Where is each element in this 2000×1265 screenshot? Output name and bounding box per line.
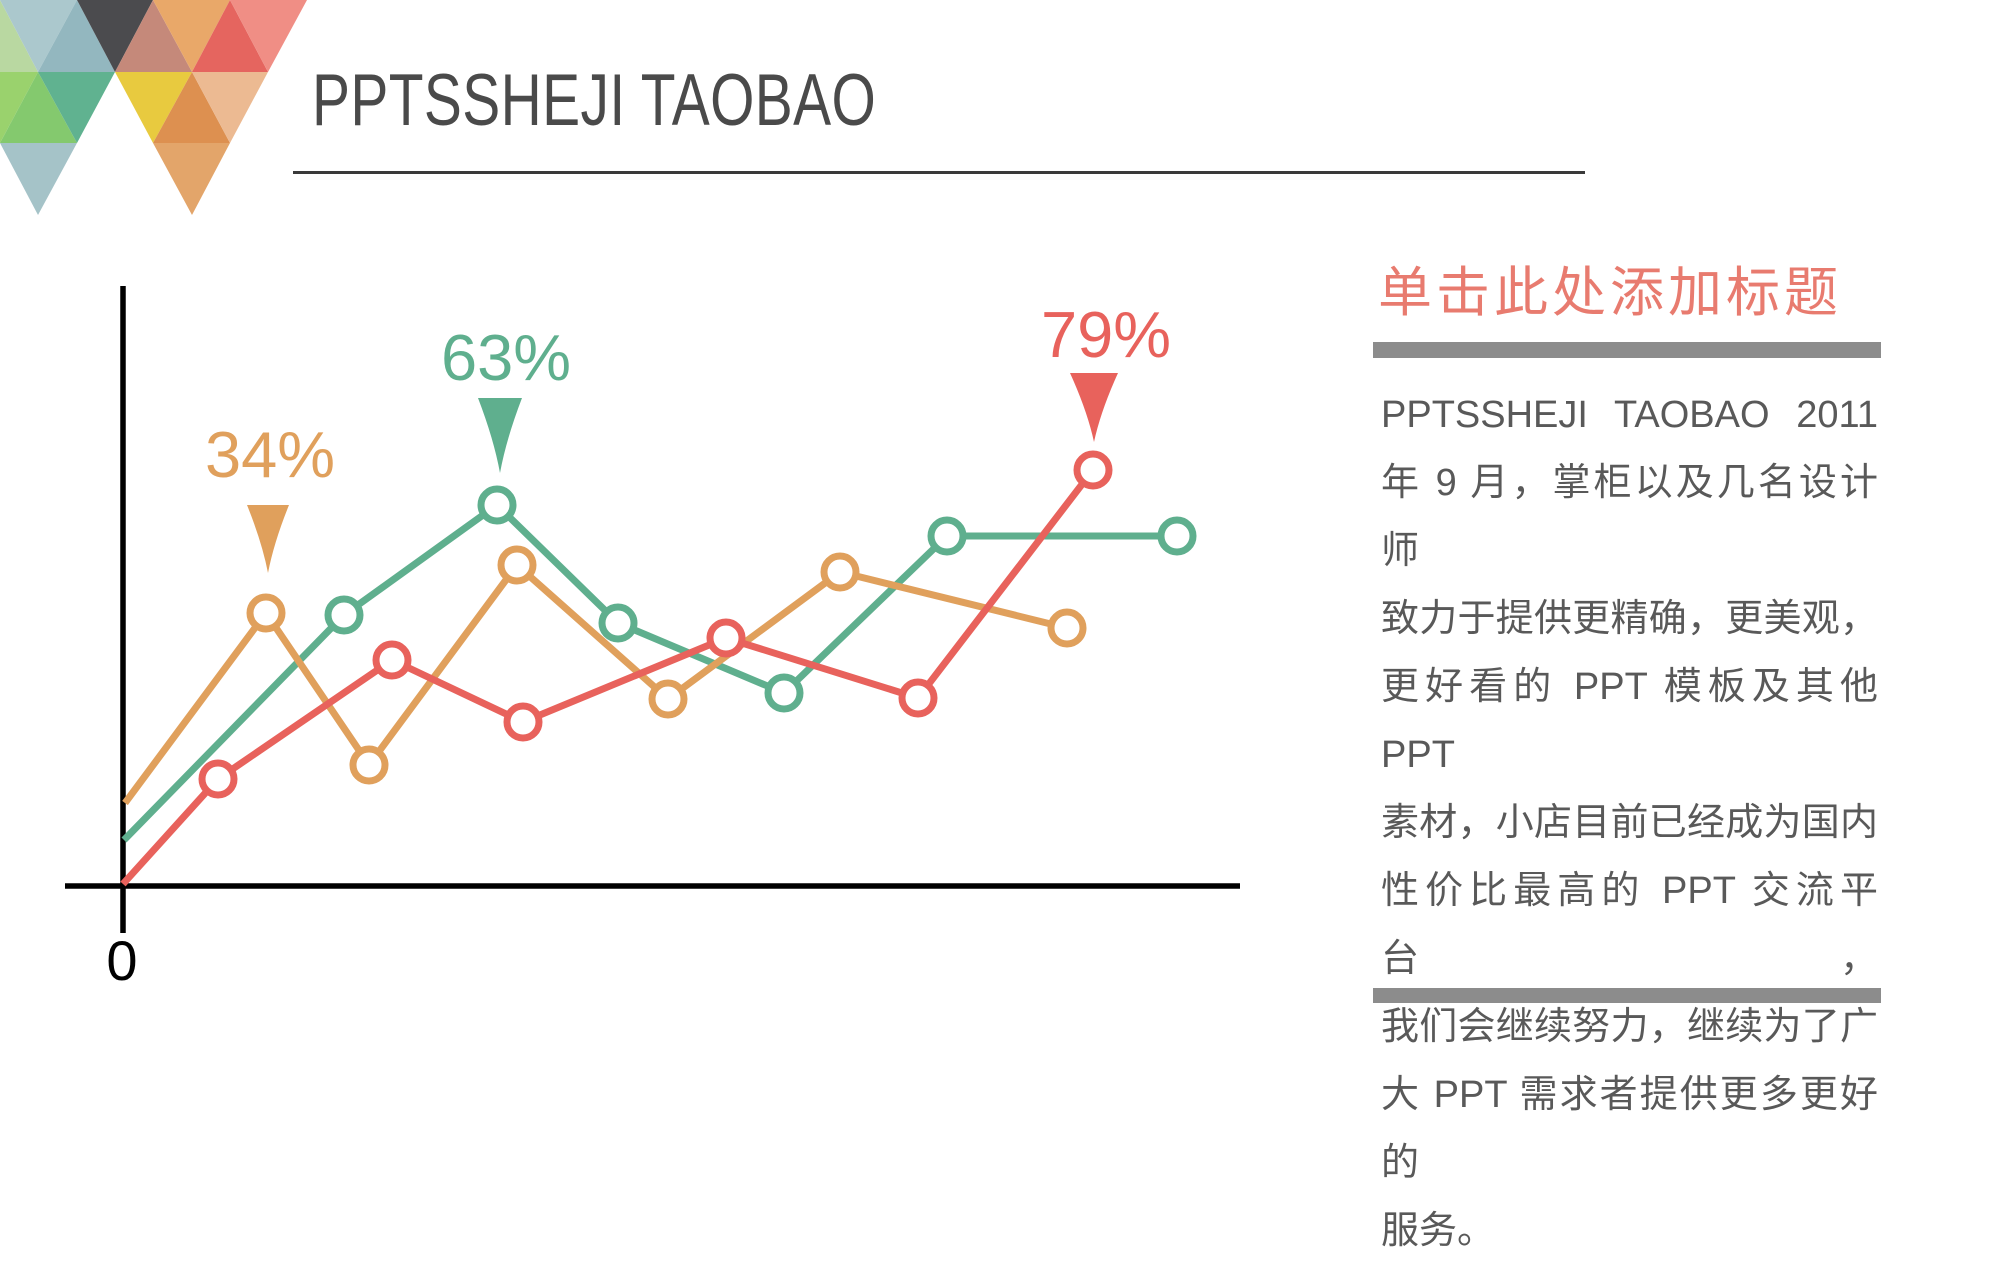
body-text-line: 大 PPT 需求者提供更多更好的 [1381,1074,1878,1184]
body-text-line: 致力于提供更精确，更美观， [1381,598,1878,640]
annotation-pointer-orange [247,505,289,573]
axis-origin-label: 0 [106,929,137,992]
mosaic-triangle [0,143,77,215]
panel-title: 单击此处添加标题 [1378,263,1842,323]
body-text-line: 我们会继续努力，继续为了广 [1381,1006,1878,1048]
panel-divider-bar-top [1373,342,1881,358]
line-chart: 0 34% 63% 79% [65,286,1240,992]
series-green-marker [927,516,967,556]
title-underline [293,171,1585,174]
mosaic-triangle [38,0,115,72]
body-text-line: 服务。 [1381,1210,1496,1252]
panel-body-text: PPTSSHEJI TAOBAO 2011 年 9 月，掌柜以及几名设计师致力于提… [1381,381,1878,1265]
series-orange-marker [820,552,860,592]
slide: PPTSSHEJI TAOBAO 0 34% 63% 79% 单击此处添加标题 PPT… [0,0,1881,1252]
mosaic-triangle [192,0,268,72]
series-red-marker [706,618,746,658]
mosaic-triangle [153,143,230,215]
mosaic-triangle [230,0,307,72]
series-green-marker [477,485,517,525]
series-orange-marker [1047,608,1087,648]
mosaic-triangle [153,0,230,72]
body-text-line: 更好看的 PPT 模板及其他 PPT [1381,666,1878,776]
series-red-marker [503,702,543,742]
series-orange-marker [497,545,537,585]
body-text-line: 素材，小店目前已经成为国内 [1381,802,1878,844]
series-red-marker [1073,450,1113,490]
annotation-label-green: 63% [441,321,571,394]
annotation-label-orange: 34% [205,418,335,491]
mosaic-triangle [38,72,115,143]
body-text-line: PPTSSHEJI TAOBAO 2011 [1381,394,1878,436]
series-green-marker [598,603,638,643]
series-red-marker [898,678,938,718]
mosaic-triangle [0,0,77,72]
decor-triangle-mosaic [0,0,307,215]
body-text-line: 性价比最高的 PPT 交流平台， [1381,870,1878,980]
mosaic-triangle [115,0,192,72]
mosaic-triangle [0,72,77,143]
annotation-label-red: 79% [1041,298,1171,371]
annotation-pointer-green [478,398,522,473]
mosaic-triangle [77,0,153,72]
series-green-marker [324,595,364,635]
body-text-line: 年 9 月，掌柜以及几名设计师 [1381,462,1878,572]
page-title: PPTSSHEJI TAOBAO [312,60,877,141]
mosaic-triangle [115,72,192,143]
mosaic-triangle [153,72,230,143]
series-red-marker [198,759,238,799]
mosaic-triangle [192,72,268,143]
series-green-marker [1157,516,1197,556]
annotation-pointer-red [1070,373,1118,442]
series-red-marker [372,640,412,680]
series-orange-marker [246,593,286,633]
series-green-marker [764,673,804,713]
series-orange-marker [349,745,389,785]
series-orange-marker [648,679,688,719]
panel-divider-bar-bottom [1373,988,1881,1003]
